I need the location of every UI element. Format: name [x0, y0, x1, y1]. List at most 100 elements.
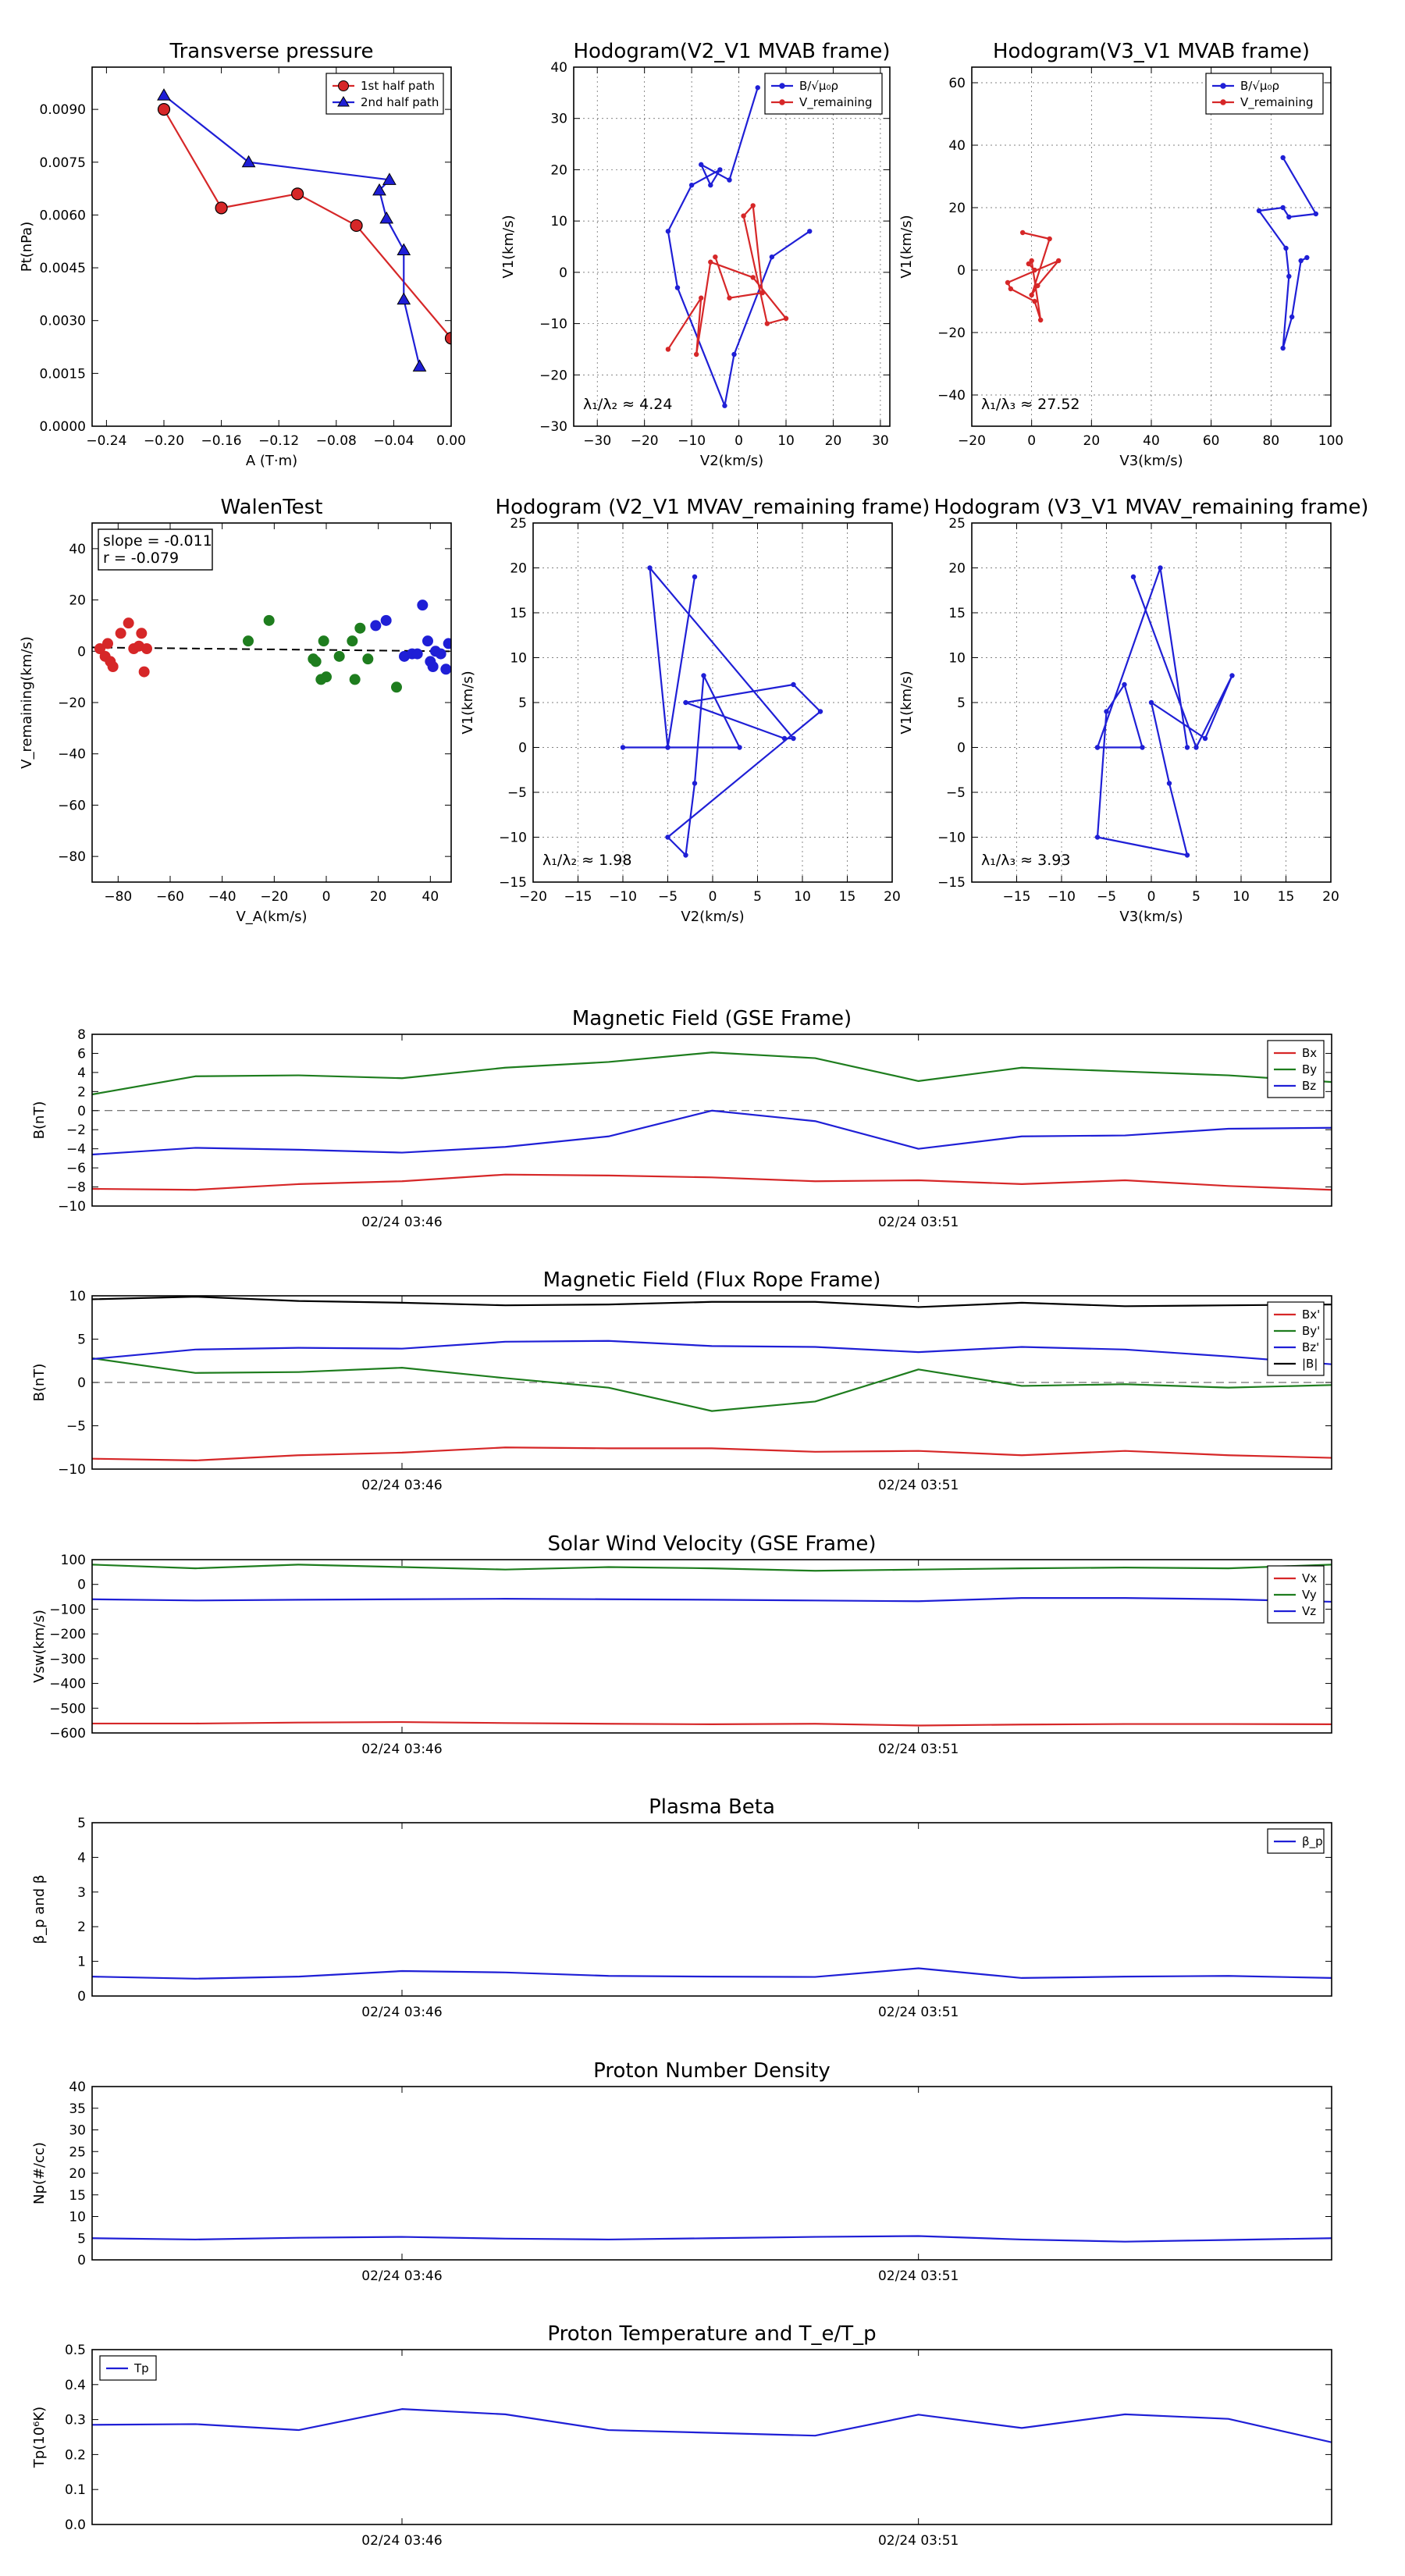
data-point: [1298, 258, 1304, 264]
y-tick-label: −40: [937, 388, 966, 404]
data-point: [1005, 279, 1011, 286]
y-tick-label: 100: [61, 1553, 86, 1568]
x-tick-label: −15: [1003, 889, 1031, 905]
y-tick-label: −80: [58, 849, 86, 865]
legend-label: 1st half path: [361, 79, 435, 93]
data-point: [699, 162, 704, 168]
legend-label: Bz: [1302, 1079, 1316, 1093]
data-point: [817, 709, 823, 714]
data-point: [318, 635, 329, 647]
chart-hodo-v3v1-mvav: Hodogram (V3_V1 MVAV_remaining frame) −15…: [898, 496, 1368, 925]
y-tick-label: −300: [49, 1652, 86, 1667]
data-point: [1055, 258, 1062, 264]
data-point: [417, 600, 429, 611]
data-point: [699, 295, 704, 301]
y-tick-label: 1: [77, 1955, 86, 1970]
x-tick-label: −20: [958, 433, 986, 449]
axes-frame: [91, 66, 452, 427]
data-point: [1286, 273, 1292, 279]
x-tick-label: −5: [1097, 889, 1116, 905]
data-point: [1130, 574, 1136, 580]
legend-label: Vx: [1302, 1571, 1317, 1585]
legend-label: Vz: [1302, 1604, 1316, 1618]
y-tick-label: 20: [69, 2166, 86, 2182]
chart-title: Hodogram(V3_V1 MVAB frame): [993, 40, 1310, 63]
data-point: [350, 219, 363, 233]
chart-hodo-v3v1-mvab: Hodogram(V3_V1 MVAB frame) −40 −20 0 20 40 60 −…: [898, 40, 1343, 469]
data-point: [1184, 852, 1190, 858]
y-tick-label: 20: [69, 593, 86, 609]
y-tick-label: −10: [58, 1199, 86, 1215]
y-tick-label: 15: [510, 606, 527, 621]
y-axis-label: Np(#/cc): [31, 2142, 48, 2204]
data-point: [1229, 673, 1235, 678]
y-tick-label: 6: [77, 1046, 86, 1062]
data-point: [263, 614, 275, 626]
data-point: [333, 650, 345, 662]
data-point: [1032, 267, 1037, 273]
data-point: [665, 834, 670, 840]
data-point: [136, 628, 148, 639]
x-tick-label: 15: [1278, 889, 1295, 905]
y-tick-label: 25: [69, 2144, 86, 2160]
data-point: [427, 661, 439, 672]
legend: B/√μ₀ρ V_remaining: [764, 73, 883, 115]
y-tick-label: 3: [77, 1885, 86, 1901]
series-line: [92, 1967, 1332, 1980]
y-axis-label: V1(km/s): [460, 671, 476, 734]
x-tick-label: −20: [519, 889, 547, 905]
x-tick-label: 60: [1203, 433, 1220, 449]
x-tick-label: 20: [370, 889, 387, 905]
chart-transverse: Transverse pressure 0.0000 0.0015 0.0030 0.0…: [19, 40, 466, 469]
x-axis-label: V3(km/s): [1119, 453, 1183, 469]
x-tick-label: −60: [156, 889, 184, 905]
x-tick-label: 15: [839, 889, 856, 905]
y-tick-label: 0.0090: [40, 102, 86, 118]
x-tick-label: 5: [753, 889, 762, 905]
y-tick-label: 60: [948, 76, 966, 91]
data-point: [688, 182, 695, 188]
x-tick-label: 0: [735, 433, 743, 449]
data-point: [692, 781, 698, 786]
legend-label: Bx: [1302, 1046, 1317, 1060]
plot-area: [665, 85, 813, 408]
y-tick-label: 20: [948, 561, 966, 577]
x-tick-label: 100: [1318, 433, 1343, 449]
data-point: [727, 177, 732, 183]
y-tick-label: 30: [550, 112, 567, 127]
x-tick-label: −0.16: [201, 433, 242, 449]
x-tick-label: 0: [1027, 433, 1036, 449]
y-tick-label: −15: [499, 875, 527, 891]
chart-title: Magnetic Field (GSE Frame): [572, 1007, 852, 1030]
x-tick-label: −10: [678, 433, 706, 449]
legend-label: |B|: [1302, 1357, 1318, 1371]
axes-frame: [91, 1034, 1332, 1207]
data-point: [1280, 205, 1286, 211]
y-tick-label: 20: [948, 201, 966, 216]
data-point: [791, 681, 796, 688]
x-tick-label: 02/24 03:51: [878, 2005, 959, 2020]
y-tick-label: 0.0000: [40, 419, 86, 435]
y-tick-label: −200: [49, 1627, 86, 1642]
y-axis-label: B(nT): [31, 1364, 48, 1402]
data-point: [750, 203, 756, 208]
y-tick-label: 10: [510, 651, 527, 667]
axes-frame: [971, 66, 1332, 427]
y-tick-label: 0: [77, 1989, 86, 2005]
data-point: [241, 155, 256, 168]
plot-area: [92, 1296, 1332, 1462]
axes-frame: [971, 522, 1332, 883]
x-tick-label: 10: [1232, 889, 1250, 905]
legend-box: [764, 73, 883, 115]
y-axis-label: B(nT): [31, 1101, 48, 1140]
legend-box: [1205, 73, 1324, 115]
y-tick-label: −10: [539, 317, 567, 333]
legend-marker: [1220, 99, 1226, 105]
x-tick-label: 5: [1192, 889, 1200, 905]
data-point: [1202, 735, 1208, 742]
y-tick-label: −30: [539, 419, 567, 435]
legend-box: [325, 73, 444, 115]
data-point: [1026, 261, 1032, 267]
x-tick-label: 02/24 03:51: [878, 1742, 959, 1757]
x-tick-label: 02/24 03:46: [361, 2533, 442, 2549]
